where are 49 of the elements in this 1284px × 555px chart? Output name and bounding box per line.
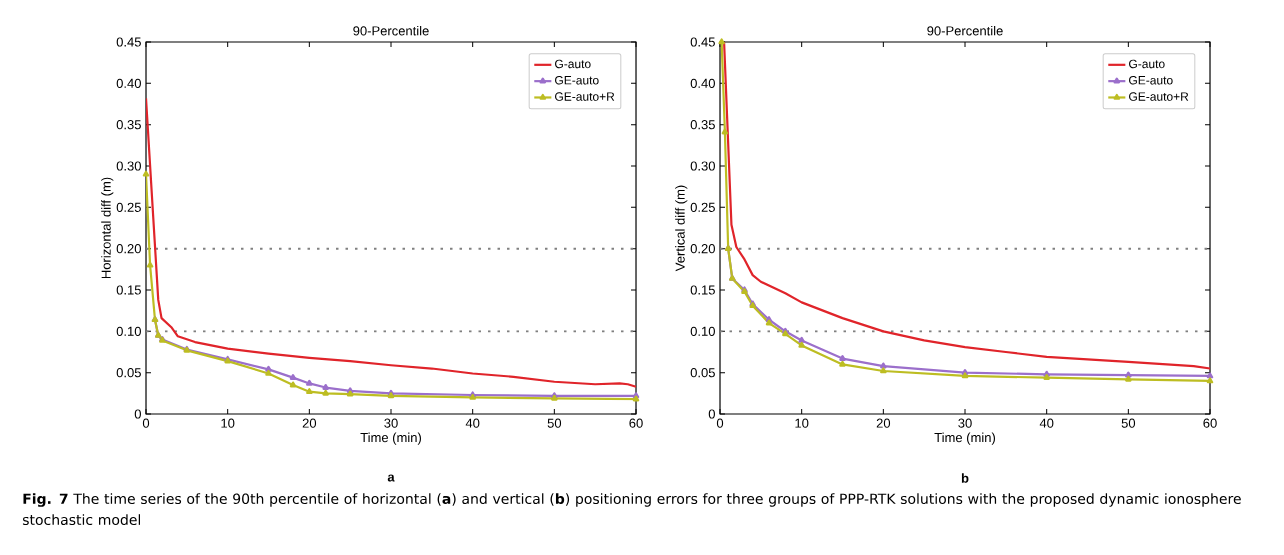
chart-title: 90-Percentile bbox=[927, 25, 1003, 36]
y-tick-label: 0.40 bbox=[116, 78, 141, 88]
y-tick-label: 0.35 bbox=[116, 120, 141, 130]
x-tick-label: 60 bbox=[629, 418, 643, 428]
y-axis-title: Vertical diff (m) bbox=[675, 185, 688, 272]
y-tick-label: 0 bbox=[134, 409, 141, 419]
y-tick-label: 0 bbox=[708, 409, 715, 419]
y-tick-label: 0.15 bbox=[116, 285, 141, 295]
x-tick-label: 0 bbox=[716, 418, 724, 428]
y-tick-label: 0.05 bbox=[690, 368, 715, 378]
text: b bbox=[961, 473, 969, 483]
x-tick-label: 10 bbox=[221, 418, 235, 428]
y-tick-label: 0.35 bbox=[690, 120, 715, 130]
y-tick-label: 0.25 bbox=[690, 202, 715, 212]
legend-label: GE-auto+R bbox=[555, 92, 615, 101]
y-tick-label: 0.45 bbox=[690, 37, 715, 47]
legend-label: GE-auto bbox=[555, 75, 599, 85]
y-tick-label: 0.40 bbox=[690, 78, 715, 88]
x-axis-title: Time (min) bbox=[360, 432, 421, 445]
y-tick-label: 0.25 bbox=[116, 202, 141, 212]
y-tick-label: 0.10 bbox=[116, 326, 141, 336]
text: a bbox=[387, 474, 395, 482]
legend-label: G-auto bbox=[555, 59, 591, 69]
y-tick-label: 0.10 bbox=[690, 326, 715, 336]
x-tick-label: 30 bbox=[384, 418, 398, 428]
y-axis-title: Horizontal diff (m) bbox=[101, 177, 114, 279]
y-tick-label: 0.20 bbox=[690, 244, 715, 254]
y-tick-label: 0.30 bbox=[116, 161, 141, 171]
y-tick-label: 0.45 bbox=[116, 37, 141, 47]
x-tick-label: 50 bbox=[547, 418, 562, 428]
y-tick-label: 0.20 bbox=[116, 244, 141, 254]
x-tick-label: 10 bbox=[795, 418, 809, 428]
legend-label: GE-auto bbox=[1129, 75, 1173, 85]
x-tick-label: 0 bbox=[142, 418, 150, 428]
legend-label: G-auto bbox=[1129, 59, 1165, 69]
x-tick-label: 20 bbox=[876, 418, 891, 428]
x-tick-label: 40 bbox=[465, 418, 480, 428]
chart-title: 90-Percentile bbox=[353, 25, 429, 36]
y-tick-label: 0.15 bbox=[690, 285, 715, 295]
x-axis-title: Time (min) bbox=[934, 432, 996, 445]
x-tick-label: 60 bbox=[1203, 418, 1217, 428]
y-tick-label: 0.30 bbox=[690, 161, 715, 171]
x-tick-label: 30 bbox=[958, 418, 972, 428]
x-tick-label: 50 bbox=[1121, 418, 1136, 428]
text: Fig. 7 The time series of the 90th percentile of horizontal (a) and vertical (b) positioning errors for three groups of PPP-RTK solutions with the proposed dynamic ionosphere stochastic model bbox=[22, 493, 1241, 526]
y-tick-label: 0.05 bbox=[116, 368, 141, 378]
x-tick-label: 40 bbox=[1039, 418, 1054, 428]
x-tick-label: 20 bbox=[302, 418, 317, 428]
legend-label: GE-auto+R bbox=[1129, 92, 1189, 101]
